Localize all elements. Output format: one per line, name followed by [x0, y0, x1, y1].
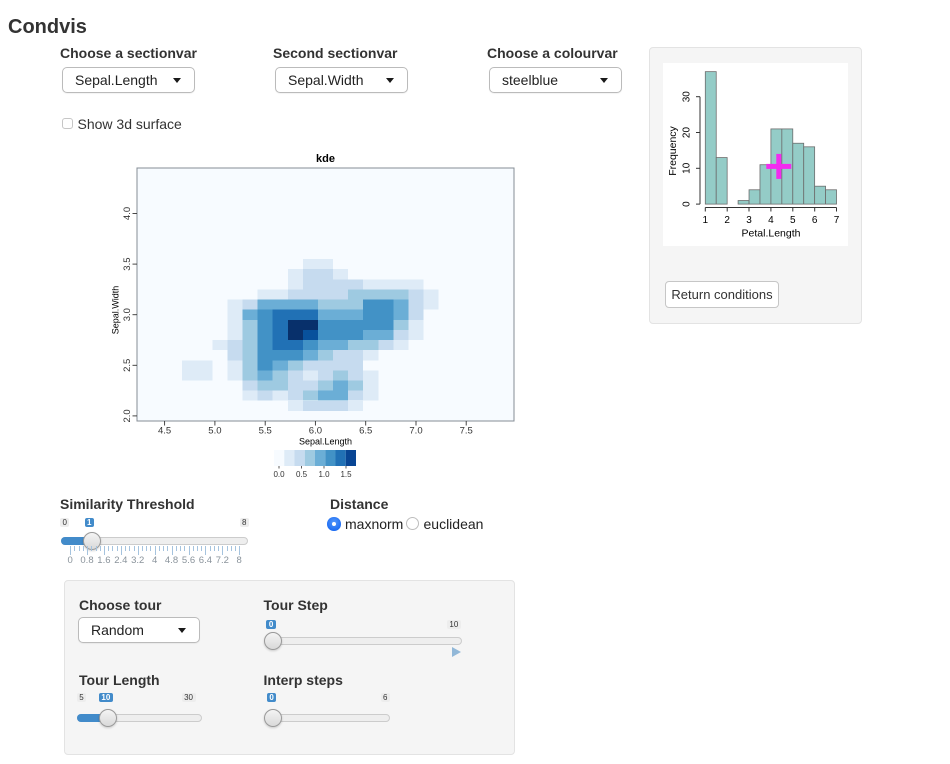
svg-text:4: 4 [768, 215, 774, 226]
svg-text:0.0: 0.0 [273, 470, 285, 479]
svg-text:2: 2 [724, 215, 730, 226]
svg-text:2.0: 2.0 [122, 409, 133, 422]
svg-text:1.5: 1.5 [340, 470, 352, 479]
svg-text:2.5: 2.5 [122, 359, 133, 372]
svg-text:7.0: 7.0 [409, 426, 422, 437]
svg-text:Sepal.Length: Sepal.Length [299, 437, 352, 447]
svg-text:7.5: 7.5 [460, 426, 473, 437]
svg-text:3: 3 [746, 215, 752, 226]
svg-text:6.0: 6.0 [309, 426, 322, 437]
svg-text:10: 10 [682, 162, 693, 174]
svg-text:Frequency: Frequency [667, 125, 679, 175]
svg-text:1.0: 1.0 [318, 470, 330, 479]
svg-text:Petal.Length: Petal.Length [742, 228, 801, 240]
svg-text:5.5: 5.5 [259, 426, 272, 437]
svg-text:0.5: 0.5 [296, 470, 308, 479]
svg-text:1: 1 [703, 215, 709, 226]
svg-text:5.0: 5.0 [208, 426, 221, 437]
svg-text:20: 20 [682, 127, 693, 139]
svg-text:3.0: 3.0 [122, 308, 133, 321]
svg-text:30: 30 [682, 91, 693, 103]
svg-text:7: 7 [834, 215, 840, 226]
svg-text:6: 6 [812, 215, 818, 226]
svg-text:5: 5 [790, 215, 796, 226]
svg-text:6.5: 6.5 [359, 426, 372, 437]
svg-text:3.5: 3.5 [122, 257, 133, 270]
svg-text:4.5: 4.5 [158, 426, 171, 437]
svg-text:4.0: 4.0 [122, 207, 133, 220]
svg-text:Sepal.Width: Sepal.Width [111, 286, 121, 335]
svg-text:kde: kde [316, 153, 335, 165]
svg-text:0: 0 [682, 201, 693, 207]
